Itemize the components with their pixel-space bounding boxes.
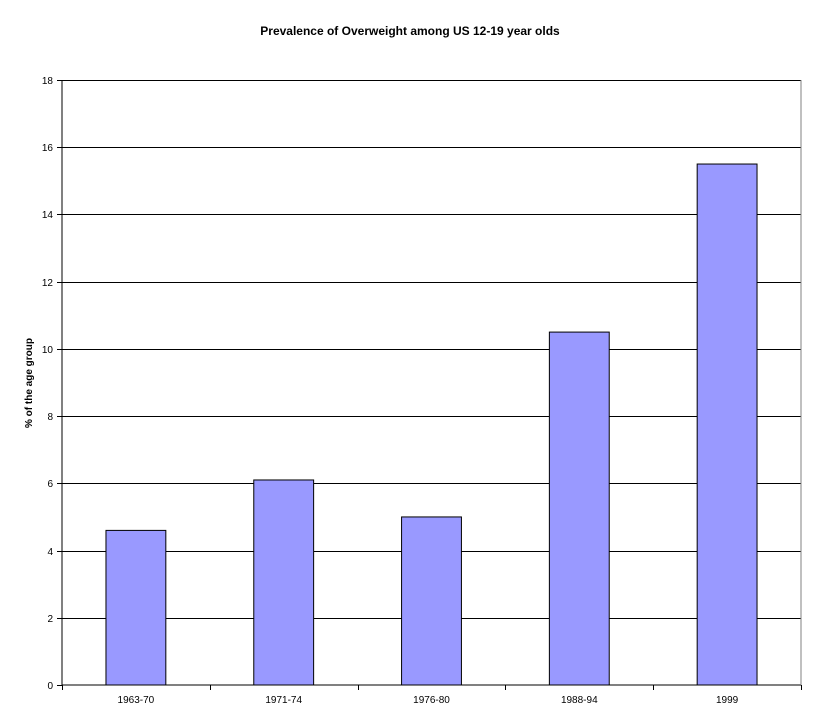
y-ticks: 0 2 4 6 8 10 12 14 16 18 — [42, 76, 62, 692]
x-tick-label: 1971-74 — [265, 695, 302, 706]
y-tick-label: 12 — [42, 278, 54, 289]
x-tick-label: 1988-94 — [561, 695, 598, 706]
x-tick-label: 1999 — [716, 695, 739, 706]
y-tick-label: 8 — [47, 412, 53, 423]
y-axis-label: % of the age group — [24, 338, 35, 428]
bars — [105, 163, 758, 686]
y-tick-label: 18 — [42, 76, 54, 87]
y-tick-label: 10 — [42, 345, 54, 356]
y-tick-label: 6 — [47, 479, 53, 490]
bar-1999 — [696, 163, 758, 686]
gridlines — [62, 80, 801, 619]
y-tick-label: 4 — [47, 547, 53, 558]
x-tick-label: 1976-80 — [413, 695, 450, 706]
chart-title: Prevalence of Overweight among US 12-19 … — [260, 24, 560, 38]
bar-1976-80 — [401, 516, 462, 686]
x-tick-label: 1963-70 — [118, 695, 155, 706]
bar-1963-70 — [105, 529, 167, 686]
y-tick-label: 14 — [42, 210, 54, 221]
bar-1988-94 — [548, 331, 610, 686]
y-tick-label: 0 — [47, 681, 53, 692]
axes — [61, 80, 802, 686]
y-tick-label: 16 — [42, 143, 54, 154]
bar-1971-74 — [253, 479, 315, 686]
y-tick-label: 2 — [47, 614, 53, 625]
x-ticks: 1963-70 1971-74 1976-80 1988-94 1999 — [62, 685, 802, 706]
